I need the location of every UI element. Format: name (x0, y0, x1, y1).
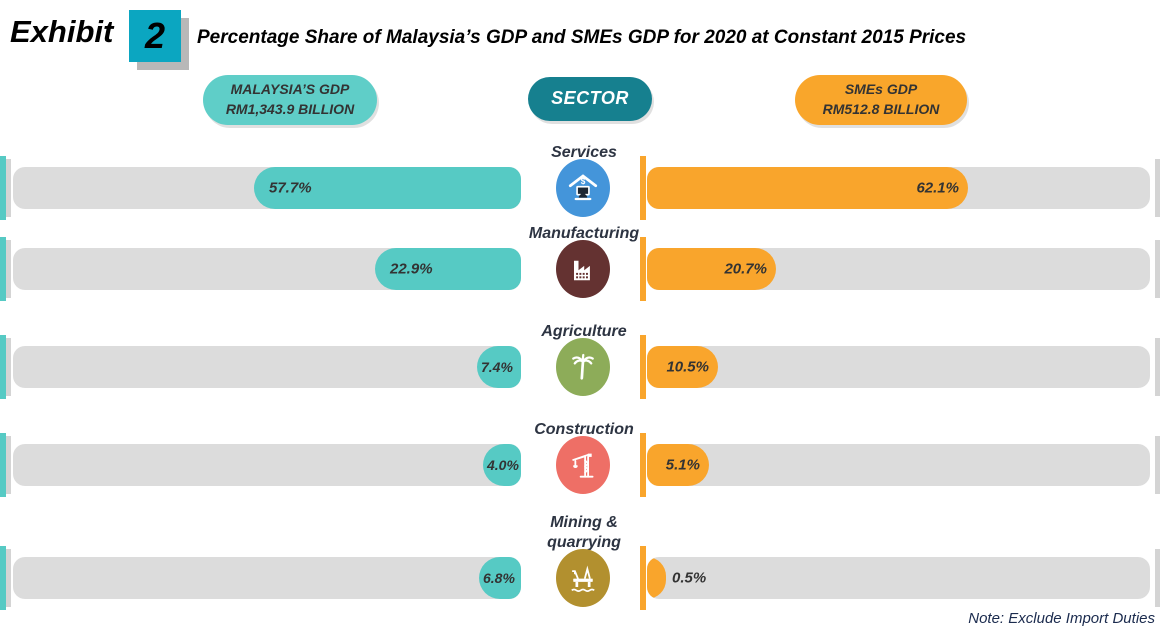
sector-label: Mining & quarrying (547, 514, 621, 551)
exhibit-label: Exhibit (10, 14, 114, 49)
smes-gdp-value: 5.1% (665, 456, 700, 474)
smes-gdp-value: 0.5% (672, 569, 707, 587)
malaysia-gdp-track: 7.4% (13, 346, 521, 388)
malaysia-gdp-legend-line2: RM1,343.9 BILLION (225, 101, 355, 117)
malaysia-gdp-bar: 4.0% (483, 444, 521, 486)
factory-icon (556, 240, 610, 298)
right-divider (640, 237, 646, 301)
svg-text:$: $ (581, 177, 586, 186)
left-divider (0, 156, 6, 220)
smes-gdp-value: 62.1% (916, 179, 959, 197)
right-track-cap (1155, 436, 1160, 494)
right-track-cap (1155, 240, 1160, 298)
smes-gdp-bar: 0.5% (647, 557, 706, 599)
services-icon: $ (556, 159, 610, 217)
left-track-cap (6, 240, 11, 298)
sector-legend-pill: SECTOR (528, 77, 652, 121)
malaysia-gdp-legend-pill: MALAYSIA’S GDP RM1,343.9 BILLION (203, 75, 377, 125)
right-track-cap (1155, 549, 1160, 607)
crane-icon (556, 436, 610, 494)
smes-gdp-track: 62.1% (647, 167, 1150, 209)
right-track-cap (1155, 338, 1160, 396)
footnote: Note: Exclude Import Duties (968, 610, 1155, 627)
malaysia-gdp-track: 6.8% (13, 557, 521, 599)
sector-label: Agriculture (541, 323, 627, 340)
sector-row-services: Services 57.7% $ 62.1% (0, 144, 1167, 220)
left-divider (0, 237, 6, 301)
oil-rig-icon (556, 549, 610, 607)
malaysia-gdp-bar: 7.4% (477, 346, 521, 388)
malaysia-gdp-bar: 6.8% (479, 557, 521, 599)
exhibit-number: 2 (144, 15, 166, 56)
malaysia-gdp-value: 22.9% (390, 260, 433, 278)
smes-gdp-track: 10.5% (647, 346, 1150, 388)
malaysia-gdp-track: 4.0% (13, 444, 521, 486)
smes-gdp-bar: 5.1% (647, 444, 709, 486)
left-track-cap (6, 159, 11, 217)
left-track-cap (6, 338, 11, 396)
smes-gdp-track: 0.5% (647, 557, 1150, 599)
smes-gdp-bar: 10.5% (647, 346, 718, 388)
malaysia-gdp-value: 7.4% (481, 359, 513, 375)
left-divider (0, 546, 6, 610)
malaysia-gdp-track: 22.9% (13, 248, 521, 290)
left-track-cap (6, 549, 11, 607)
sector-legend-label: SECTOR (551, 88, 629, 109)
sector-row-manufacturing: Manufacturing 22.9% 20.7% (0, 225, 1167, 301)
exhibit-number-box: 2 (129, 10, 181, 62)
malaysia-gdp-value: 6.8% (483, 570, 515, 586)
palm-tree-icon (556, 338, 610, 396)
smes-gdp-legend-line1: SMEs GDP (844, 81, 918, 98)
smes-gdp-bar: 20.7% (647, 248, 776, 290)
malaysia-gdp-legend-line1: MALAYSIA’S GDP (230, 81, 350, 98)
sector-label: Services (551, 144, 617, 161)
page-title: Percentage Share of Malaysia’s GDP and S… (197, 27, 967, 48)
left-track-cap (6, 436, 11, 494)
right-divider (640, 335, 646, 399)
malaysia-gdp-track: 57.7% (13, 167, 521, 209)
malaysia-gdp-value: 4.0% (487, 457, 519, 473)
smes-gdp-value: 10.5% (666, 358, 709, 376)
malaysia-gdp-bar: 57.7% (254, 167, 521, 209)
sector-row-mining: Mining & quarrying 6.8% 0.5% (0, 514, 1167, 610)
smes-gdp-value: 20.7% (724, 260, 767, 278)
sector-row-agriculture: Agriculture 7.4% 10.5% (0, 323, 1167, 399)
sector-label: Construction (534, 421, 634, 438)
smes-gdp-legend-line2: RM512.8 BILLION (822, 101, 940, 117)
smes-gdp-track: 20.7% (647, 248, 1150, 290)
smes-gdp-bar: 62.1% (647, 167, 968, 209)
right-track-cap (1155, 159, 1160, 217)
malaysia-gdp-bar: 22.9% (375, 248, 521, 290)
right-divider (640, 156, 646, 220)
sector-row-construction: Construction 4.0% 5.1% (0, 421, 1167, 497)
malaysia-gdp-value: 57.7% (269, 179, 312, 197)
right-divider (640, 546, 646, 610)
left-divider (0, 335, 6, 399)
right-divider (640, 433, 646, 497)
smes-gdp-legend-pill: SMEs GDP RM512.8 BILLION (795, 75, 967, 125)
left-divider (0, 433, 6, 497)
smes-gdp-track: 5.1% (647, 444, 1150, 486)
sector-label: Manufacturing (528, 225, 640, 242)
